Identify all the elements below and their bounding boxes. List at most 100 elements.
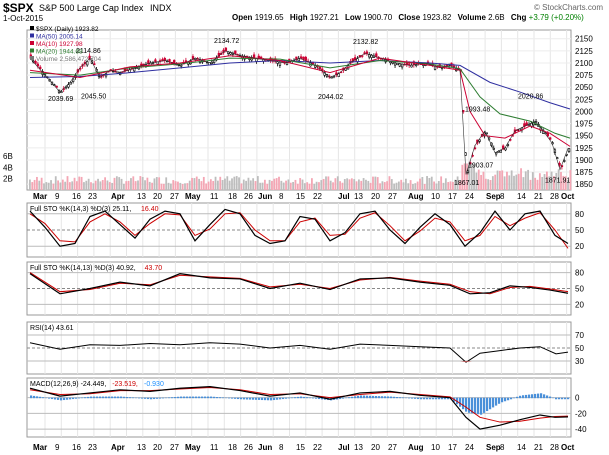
- volume-bar: [177, 181, 179, 190]
- macd-histogram-bar: [546, 395, 549, 399]
- macd-histogram-bar: [417, 397, 420, 400]
- volume-bar: [560, 171, 562, 190]
- chart-date: 1-Oct-2015: [3, 14, 44, 23]
- macd-histogram-bar: [213, 396, 216, 399]
- volume-bar: [400, 179, 403, 190]
- macd-histogram-bar: [231, 397, 234, 399]
- price-candle: [299, 56, 303, 59]
- volume-bar: [240, 183, 243, 190]
- price-candle: [302, 56, 305, 60]
- x-day-label: 10: [431, 443, 440, 452]
- volume-bar: [522, 177, 525, 190]
- x-day-label: 14: [517, 192, 526, 201]
- volume-bar: [76, 181, 78, 190]
- macd-histogram-bar: [219, 397, 222, 399]
- x-month-label: Jun: [258, 192, 272, 201]
- volume-bar: [172, 180, 175, 190]
- macd-histogram-bar: [405, 397, 408, 399]
- volume-bar: [517, 173, 520, 190]
- macd-histogram-bar: [129, 397, 132, 399]
- volume-bar: [285, 180, 287, 190]
- macd-histogram-bar: [567, 397, 570, 400]
- high-label: High: [289, 13, 308, 22]
- oscillator-y-tick: -20: [575, 409, 587, 418]
- volume-bar: [141, 177, 144, 190]
- volume-bar: [50, 180, 52, 190]
- legend-swatch: [30, 48, 34, 53]
- volume-bar: [68, 182, 71, 190]
- chg-label: Chg: [510, 13, 527, 22]
- volume-bar: [482, 171, 485, 190]
- macd-histogram-bar: [312, 397, 315, 399]
- volume-bar: [529, 179, 532, 190]
- macd-histogram-bar: [531, 394, 534, 399]
- macd-histogram-bar: [48, 397, 51, 399]
- x-day-label: 10: [431, 192, 440, 201]
- macd-histogram-bar: [513, 397, 516, 399]
- x-day-label: 28: [550, 192, 559, 201]
- price-candle: [337, 73, 340, 77]
- price-candle: [156, 61, 159, 65]
- price-y-tick: 1850: [575, 180, 593, 189]
- x-day-label: 20: [371, 443, 380, 452]
- volume-bar: [454, 179, 457, 190]
- price-y-tick: 2050: [575, 83, 593, 92]
- price-annotation: 2039.69: [48, 96, 73, 103]
- volume-bar: [494, 174, 497, 190]
- macd-histogram-bar: [174, 397, 177, 399]
- macd-histogram-bar: [396, 397, 399, 399]
- volume-bar: [271, 180, 273, 190]
- x-month-label: May: [185, 443, 201, 452]
- price-candle: [180, 64, 183, 67]
- macd-histogram-bar: [492, 397, 495, 408]
- price-candle: [466, 170, 470, 173]
- x-month-label: Mar: [33, 443, 47, 452]
- macd-histogram-bar: [471, 397, 474, 414]
- volume-bar: [428, 177, 431, 190]
- volume-bar: [562, 175, 565, 190]
- x-day-label: 17: [448, 443, 457, 452]
- price-candle: [252, 54, 256, 59]
- volume-bar: [219, 176, 222, 190]
- legend-swatch: [30, 26, 34, 30]
- x-month-label: Apr: [111, 192, 125, 201]
- macd-histogram-bar: [135, 397, 138, 399]
- volume-bar: [320, 180, 323, 190]
- macd-histogram-bar: [354, 396, 357, 399]
- volume-bar: [259, 182, 262, 190]
- volume-bar: [355, 181, 358, 190]
- macd-histogram-bar: [288, 397, 291, 399]
- volume-bar: [120, 178, 123, 190]
- stoch-fast-d-line: [29, 212, 569, 249]
- macd-histogram-bar: [537, 393, 540, 399]
- macd-histogram-bar: [186, 396, 189, 399]
- volume-bar: [550, 171, 553, 190]
- price-annotation: 2132.82: [353, 39, 378, 46]
- macd-histogram-bar: [225, 397, 228, 399]
- macd-histogram-bar: [381, 396, 384, 399]
- low-label: Low: [345, 13, 362, 22]
- volume-bar: [414, 183, 417, 190]
- volume-bar: [111, 182, 114, 190]
- macd-histogram-bar: [204, 396, 207, 399]
- price-candle: [497, 151, 500, 153]
- volume-bar: [358, 179, 360, 190]
- volume-bar: [426, 176, 428, 190]
- volume-bar: [294, 179, 297, 190]
- price-annotation: 2045.50: [81, 93, 106, 100]
- volume-bar: [162, 183, 165, 190]
- macd-histogram-bar: [270, 397, 273, 401]
- price-annotation: 2134.72: [214, 38, 239, 45]
- x-day-label: 13: [137, 443, 146, 452]
- volume-bar: [473, 163, 475, 190]
- macd-histogram-bar: [90, 396, 93, 399]
- volume-bar: [209, 179, 212, 190]
- x-month-label: Mar: [33, 192, 47, 201]
- macd-histogram-bar: [276, 397, 279, 400]
- macd-histogram-bar: [123, 396, 126, 399]
- volume-bar: [412, 183, 414, 190]
- macd-histogram-bar: [498, 397, 501, 404]
- volume-bar: [292, 181, 294, 190]
- macd-histogram-bar: [144, 397, 147, 399]
- oscillator-legend-item: RSI(14) 43.61: [30, 325, 74, 332]
